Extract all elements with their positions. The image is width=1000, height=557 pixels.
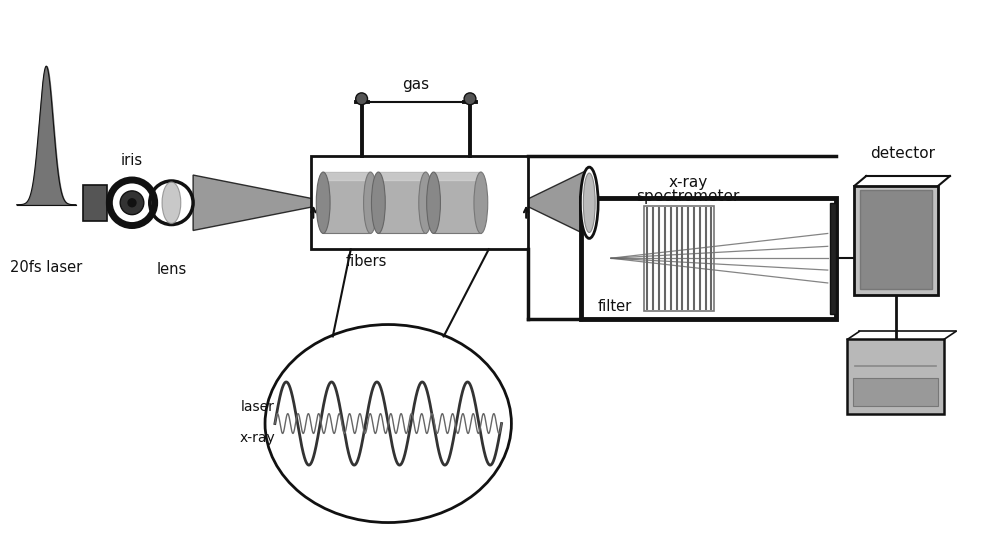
Circle shape [464, 93, 476, 105]
Circle shape [356, 93, 368, 105]
Text: filter: filter [597, 299, 631, 314]
FancyBboxPatch shape [853, 378, 938, 405]
FancyBboxPatch shape [83, 185, 107, 221]
Ellipse shape [474, 172, 488, 233]
FancyBboxPatch shape [860, 190, 932, 289]
Polygon shape [528, 171, 585, 234]
Polygon shape [193, 175, 313, 231]
Text: detector: detector [870, 146, 935, 161]
FancyBboxPatch shape [581, 198, 836, 319]
Ellipse shape [583, 173, 595, 232]
Circle shape [128, 199, 136, 207]
Ellipse shape [427, 172, 440, 233]
Circle shape [150, 181, 193, 224]
Ellipse shape [580, 167, 598, 238]
FancyBboxPatch shape [323, 172, 370, 233]
FancyBboxPatch shape [847, 339, 944, 414]
FancyBboxPatch shape [854, 186, 938, 295]
FancyBboxPatch shape [830, 203, 836, 314]
Ellipse shape [162, 182, 181, 223]
Ellipse shape [419, 172, 433, 233]
Ellipse shape [371, 172, 385, 233]
Text: gas: gas [402, 77, 429, 92]
Text: laser: laser [241, 399, 275, 414]
Text: lens: lens [156, 262, 187, 277]
Text: 20fs laser: 20fs laser [10, 260, 82, 275]
Text: x-ray: x-ray [239, 432, 275, 446]
Circle shape [120, 191, 144, 214]
FancyBboxPatch shape [311, 156, 528, 250]
Ellipse shape [364, 172, 377, 233]
FancyBboxPatch shape [434, 172, 481, 233]
Text: fibers: fibers [346, 254, 387, 269]
Circle shape [109, 180, 155, 226]
Ellipse shape [316, 172, 330, 233]
Text: iris: iris [121, 153, 143, 168]
Text: x-ray: x-ray [669, 175, 708, 190]
Text: spectrometer: spectrometer [636, 189, 740, 204]
FancyBboxPatch shape [378, 172, 426, 233]
